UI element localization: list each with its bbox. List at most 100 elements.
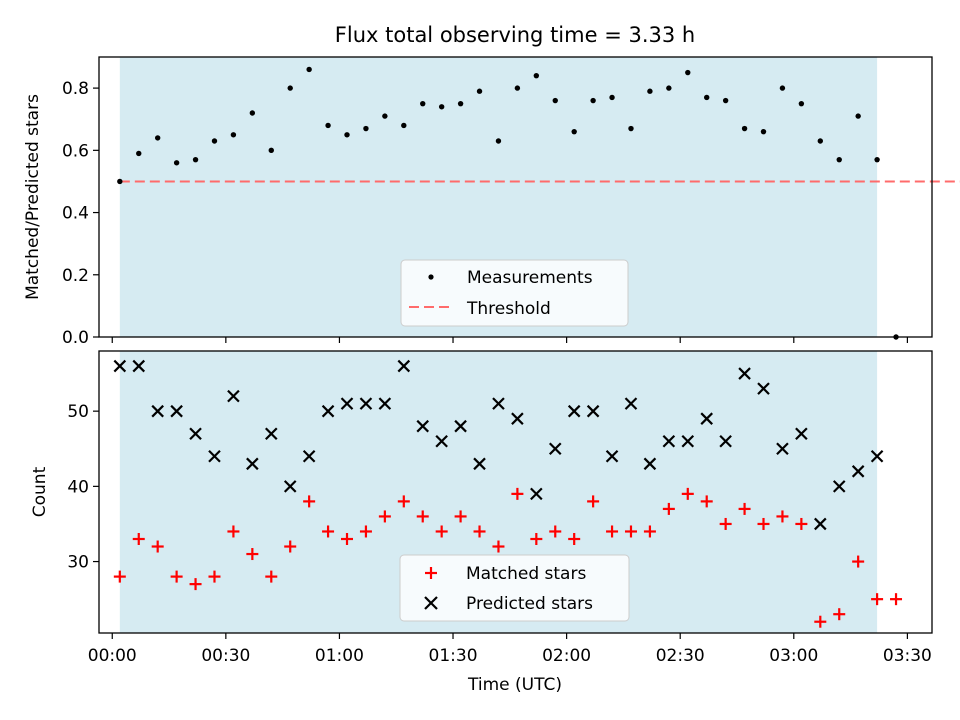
- matched-star-point: [776, 510, 789, 523]
- predicted-star-point: [265, 427, 278, 440]
- predicted-star-point: [397, 359, 411, 373]
- ratio-legend: Measurements Threshold: [400, 259, 629, 327]
- measurement-point: [609, 94, 615, 101]
- predicted-star-point: [170, 404, 183, 418]
- measurement-points: [117, 66, 899, 340]
- predicted-star-point: [757, 382, 770, 395]
- predicted-star-point: [454, 419, 467, 433]
- time-x-tick-label: 03:30: [883, 646, 932, 666]
- measurement-point: [647, 88, 653, 94]
- ratio-y-tick-label: 0.4: [62, 204, 89, 224]
- predicted-star-point: [567, 404, 581, 418]
- predicted-star-point: [321, 404, 335, 418]
- measurement-point: [325, 122, 331, 129]
- matched-star-point: [303, 495, 316, 508]
- matched-star-point: [643, 525, 656, 538]
- matched-star-point: [700, 495, 713, 508]
- count-y-tick-label: 40: [67, 477, 89, 497]
- measurement-point: [760, 128, 767, 135]
- count-legend: Matched stars Predicted stars: [399, 554, 630, 622]
- legend-label-matched: Matched stars: [466, 564, 586, 584]
- ratio-plot-frame: [98, 56, 933, 338]
- predicted-star-point: [643, 457, 657, 471]
- predicted-star-point: [870, 450, 884, 463]
- predicted-star-point: [511, 412, 524, 425]
- matched-star-point: [341, 533, 354, 545]
- matched-star-point: [795, 517, 808, 530]
- ratio-y-axis-ticks: 0.0 0.2 0.4 0.6 0.8: [62, 79, 99, 348]
- ratio-y-axis-label: Matched/Predicted stars: [23, 94, 43, 300]
- time-x-tick-label: 01:00: [315, 646, 364, 666]
- measurement-point: [722, 97, 729, 104]
- predicted-star-point: [586, 404, 600, 418]
- matched-star-point: [719, 517, 732, 530]
- matched-legend-marker: [425, 567, 437, 579]
- measurement-point: [268, 147, 274, 154]
- measurement-point: [230, 132, 237, 138]
- matched-star-point: [871, 593, 884, 606]
- predicted-star-point: [416, 419, 430, 433]
- measurement-point: [249, 110, 256, 116]
- matched-star-point: [397, 495, 410, 508]
- measurement-point: [382, 113, 388, 119]
- count-y-axis-ticks: 30 40 50: [67, 402, 99, 573]
- matched-star-point: [492, 540, 505, 553]
- predicted-star-point: [189, 427, 202, 440]
- predicted-star-point: [719, 434, 732, 448]
- matched-star-point: [227, 525, 240, 538]
- predicted-star-point: [227, 389, 240, 403]
- measurement-point: [173, 160, 180, 166]
- matched-star-point: [530, 533, 543, 545]
- legend-label-predicted: Predicted stars: [466, 594, 593, 614]
- predicted-star-point: [113, 359, 127, 373]
- predicted-star-point: [246, 457, 259, 471]
- measurement-point: [401, 122, 407, 129]
- measurement-point: [287, 85, 293, 91]
- chart-title: Flux total observing time = 3.33 h: [335, 23, 695, 47]
- measurement-point: [779, 85, 786, 91]
- predicted-star-point: [738, 367, 751, 380]
- matched-star-point: [473, 525, 486, 538]
- matched-star-point: [662, 502, 675, 515]
- predicted-star-point: [435, 434, 448, 448]
- matched-star-point: [624, 525, 637, 538]
- legend-label-threshold: Threshold: [466, 299, 551, 319]
- measurement-point: [741, 125, 748, 132]
- measurement-point: [685, 69, 691, 76]
- matched-star-point: [151, 540, 164, 553]
- measurement-point: [514, 85, 521, 91]
- measurement-point: [117, 178, 123, 185]
- measurement-point: [192, 156, 199, 163]
- predicted-star-point: [151, 404, 164, 418]
- matched-star-point: [416, 510, 429, 523]
- measurement-point: [476, 88, 483, 94]
- predicted-stars-points: [113, 359, 884, 531]
- matched-star-point: [322, 525, 335, 538]
- matched-star-point: [606, 525, 619, 538]
- predicted-star-point: [302, 450, 316, 463]
- matched-star-point: [284, 540, 297, 553]
- matched-star-point: [681, 487, 694, 500]
- predicted-star-point: [378, 397, 392, 410]
- predicted-star-point: [832, 480, 846, 493]
- measurement-point: [438, 104, 445, 110]
- matched-star-point: [833, 608, 846, 621]
- matched-star-point: [890, 593, 903, 606]
- count-y-tick-label: 30: [67, 553, 89, 573]
- measurement-point: [533, 72, 540, 79]
- measurement-point: [344, 132, 350, 138]
- predicted-star-point: [814, 517, 827, 531]
- matched-star-point: [511, 487, 524, 500]
- time-axis-ticks: 00:00 00:30 01:00 01:30 02:00 02:30 03:00 03:30: [88, 633, 932, 666]
- matched-star-point: [568, 533, 581, 545]
- matched-star-point: [738, 502, 751, 515]
- measurement-point: [855, 113, 861, 119]
- matched-star-point: [170, 570, 183, 583]
- predicted-star-point: [132, 359, 146, 373]
- predicted-legend-marker: [424, 596, 438, 610]
- measurement-point: [457, 100, 464, 107]
- predicted-star-point: [624, 397, 638, 410]
- matched-star-point: [852, 555, 865, 568]
- measurement-point: [666, 85, 672, 91]
- ratio-y-tick-label: 0.0: [62, 328, 89, 348]
